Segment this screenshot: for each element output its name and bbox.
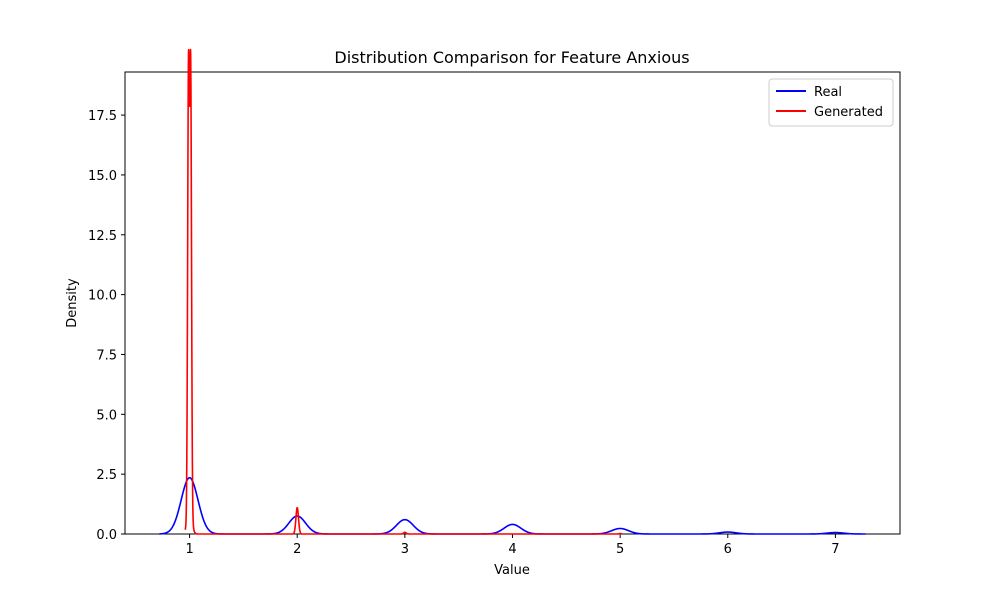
legend-label-generated: Generated <box>814 105 883 120</box>
legend-label-real: Real <box>814 85 842 100</box>
y-tick-label: 12.5 <box>88 229 117 244</box>
y-tick-label: 17.5 <box>88 109 117 124</box>
chart-title: Distribution Comparison for Feature Anxi… <box>334 48 689 67</box>
y-tick-label: 15.0 <box>88 169 117 184</box>
series-line-generated <box>184 48 624 535</box>
y-axis-label: Density <box>65 278 80 328</box>
plot-area: 1 2 3 4 5 6 7 0.0 2.5 5.0 7.5 10.0 12.5 15.0 17.5 <box>88 48 901 557</box>
x-tick-label: 2 <box>293 542 301 557</box>
y-axis: 0.0 2.5 5.0 7.5 10.0 12.5 15.0 17.5 <box>88 109 125 543</box>
legend: Real Generated <box>768 78 894 127</box>
x-axis-label: Value <box>494 563 530 578</box>
y-tick-label: 5.0 <box>96 408 117 423</box>
x-tick-label: 5 <box>616 542 624 557</box>
y-tick-label: 10.0 <box>88 289 117 304</box>
y-tick-label: 2.5 <box>96 468 117 483</box>
x-tick-label: 3 <box>401 542 409 557</box>
x-tick-label: 1 <box>185 542 193 557</box>
x-axis: 1 2 3 4 5 6 7 <box>185 534 840 557</box>
series-layer <box>158 48 867 535</box>
y-tick-label: 7.5 <box>96 348 117 363</box>
series-line-real <box>158 476 867 535</box>
x-tick-label: 4 <box>508 542 516 557</box>
x-tick-label: 6 <box>724 542 732 557</box>
y-tick-label: 0.0 <box>96 528 117 543</box>
x-tick-label: 7 <box>831 542 839 557</box>
